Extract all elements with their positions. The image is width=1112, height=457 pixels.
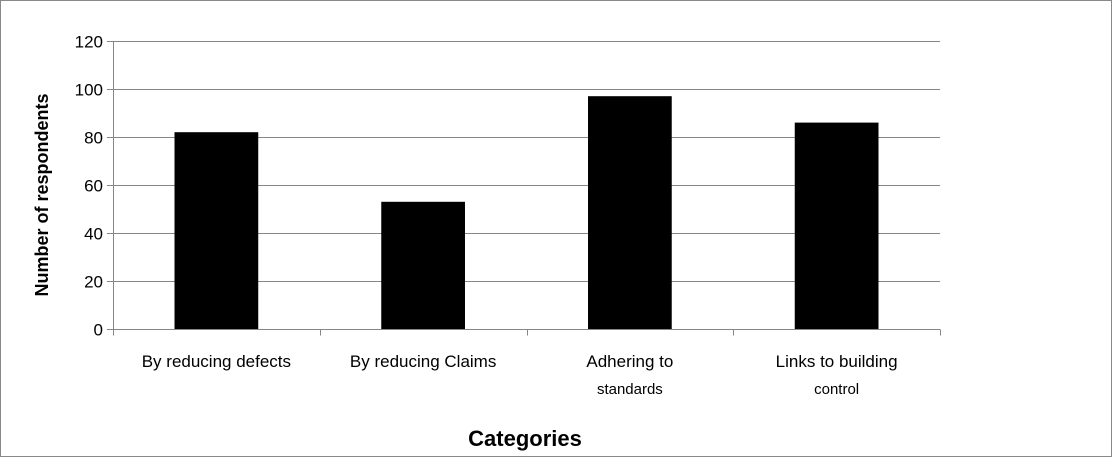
- axes: [107, 41, 941, 336]
- y-tick-label-0: 0: [94, 321, 103, 340]
- bar-2: [381, 201, 465, 329]
- bars: [174, 96, 879, 329]
- x-tick-label-4-line-1: Links to building: [776, 352, 898, 371]
- x-axis-title: Categories: [468, 426, 582, 451]
- y-tick-label-40: 40: [84, 225, 103, 244]
- x-tick-label-4-line-2: control: [814, 381, 859, 398]
- y-axis-title: Number of respondents: [32, 93, 52, 296]
- x-tick-label-1: By reducing defects: [142, 352, 291, 371]
- x-tick-label-3-line-2: standards: [597, 381, 663, 398]
- labels: 0 20 40 60 80 100 120 By reducing defects By red…: [75, 33, 898, 399]
- x-tick-label-3-line-1: Adhering to: [586, 352, 673, 371]
- y-tick-label-100: 100: [75, 81, 103, 100]
- y-tick-label-120: 120: [75, 33, 103, 52]
- bar-1: [174, 132, 259, 329]
- y-tick-label-60: 60: [84, 177, 103, 196]
- y-tick-label-80: 80: [84, 129, 103, 148]
- bar-4: [794, 122, 879, 329]
- bar-3: [588, 96, 672, 329]
- y-tick-label-20: 20: [84, 273, 103, 292]
- x-tick-label-2: By reducing Claims: [350, 352, 496, 371]
